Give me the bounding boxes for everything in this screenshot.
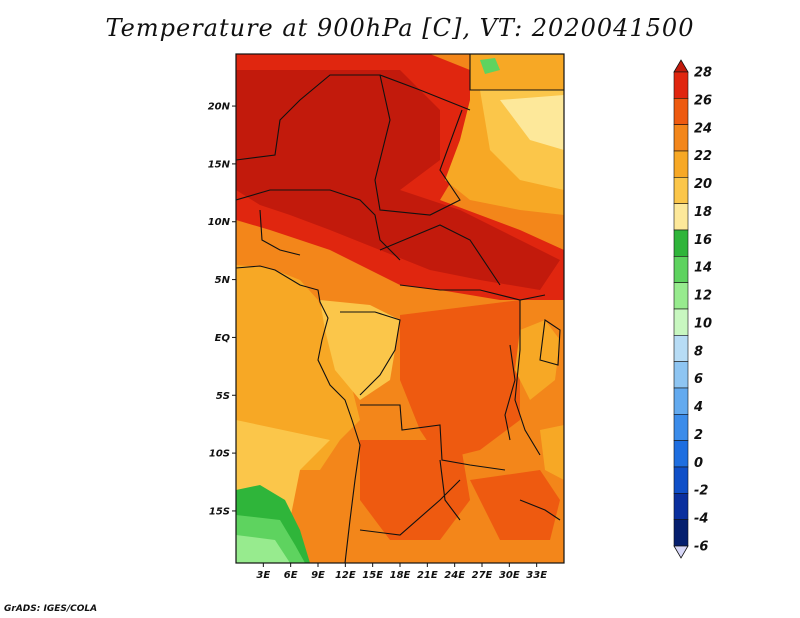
colorbar-box: [673, 335, 689, 362]
lon-tick-label: 18E: [390, 570, 411, 581]
colorbar-label: 14: [694, 261, 712, 276]
congo-border: [340, 311, 401, 396]
colorbar-box: [673, 256, 689, 283]
colorbar-label: -4: [694, 512, 708, 527]
field-lake-20c: [540, 425, 564, 480]
field-angola-24c: [360, 440, 470, 540]
namibia-border: [359, 479, 461, 536]
field-benguela-10c: [236, 535, 290, 563]
colorbar-box: [673, 493, 689, 520]
chart-title: Temperature at 900hPa [C], VT: 202004150…: [105, 14, 695, 42]
colorbar-box: [673, 229, 689, 257]
west-coastline: [236, 265, 361, 563]
colorbar-box: [673, 71, 689, 99]
lat-tick-label: EQ: [215, 333, 231, 344]
colorbar-label: 6: [694, 372, 703, 387]
lat-tick-label: 15S: [209, 506, 230, 517]
colorbar-bottom-arrow: [673, 545, 689, 559]
colorbar-label: 8: [694, 344, 703, 359]
colorbar-label: 26: [694, 93, 712, 108]
guinea-border: [259, 209, 301, 256]
colorbar-box: [673, 308, 689, 336]
colorbar-label: 4: [693, 400, 703, 415]
lon-tick-label: 33E: [526, 570, 547, 581]
angola-drc-border: [360, 404, 506, 471]
colorbar-box: [673, 177, 689, 204]
colorbar-box: [673, 387, 689, 415]
colorbar-box: [673, 466, 689, 494]
lat-tick-label: 15N: [208, 159, 231, 170]
lake-victoria-outline: [539, 319, 561, 366]
colorbar-label: 16: [694, 233, 712, 248]
car-border: [379, 224, 501, 286]
longitude-axis: 3E 6E 9E 12E 15E 18E 21E 24E 27E 30E 33E: [256, 563, 547, 581]
field-zambia-24c: [470, 470, 560, 540]
colorbar-box: [673, 361, 689, 389]
lat-tick-label: 5N: [215, 275, 231, 286]
sahel-border: [236, 189, 401, 261]
colorbar-box: [673, 124, 689, 152]
colorbar-label: 20: [694, 177, 712, 192]
field-hottest-28c: [236, 70, 560, 290]
lat-tick-label: 10N: [208, 217, 231, 228]
lon-tick-label: 15E: [362, 570, 383, 581]
colorbar-label: 2: [694, 428, 703, 443]
colorbar-label: 28: [694, 66, 712, 81]
lon-tick-label: 21E: [417, 570, 438, 581]
lat-tick-label: 5S: [216, 391, 230, 402]
field-ocean-20c: [236, 265, 360, 470]
lon-tick-label: 6E: [284, 570, 298, 581]
field-central-24c: [400, 300, 520, 460]
colorbar-label: 10: [694, 316, 712, 331]
lon-tick-label: 24E: [444, 570, 465, 581]
lon-tick-label: 27E: [472, 570, 493, 581]
colorbar-label: -6: [694, 540, 708, 555]
lat-tick-label: 10S: [209, 449, 230, 460]
lon-tick-label: 30E: [499, 570, 520, 581]
zambia-border: [439, 459, 461, 521]
lon-tick-label: 3E: [256, 570, 270, 581]
colorbar-label: 0: [694, 456, 703, 471]
colorbar-label: 18: [694, 205, 712, 220]
colorbar-label: 22: [694, 149, 712, 164]
colorbar-box: [673, 98, 689, 125]
zimbabwe-border: [519, 499, 561, 521]
colorbar-label: 12: [694, 289, 712, 304]
colorbar-top-arrow: [673, 59, 689, 73]
colorbar-box: [673, 440, 689, 468]
field-ne-spot-12c: [480, 58, 500, 74]
colorbar-label: -2: [694, 484, 708, 499]
grads-credit: GrADS: IGES/COLA: [4, 604, 98, 614]
borders: [236, 54, 564, 563]
colorbar-label: 24: [694, 121, 712, 136]
chad-niger-border: [374, 74, 463, 216]
field-ne-16c: [500, 95, 564, 150]
colorbar-box: [673, 203, 689, 231]
lake-tanganyika-outline: [504, 344, 516, 441]
temperature-field: [236, 54, 564, 563]
field-highlands-20c: [515, 320, 560, 400]
east-lakes-border: [514, 300, 541, 456]
colorbar-box: [673, 414, 689, 441]
colorbar-box: [673, 519, 689, 547]
lon-tick-label: 9E: [311, 570, 325, 581]
colorbar-box: [673, 282, 689, 310]
drc-north-border: [399, 284, 546, 301]
egypt-sudan-border: [469, 54, 564, 91]
colorbar-box: [673, 150, 689, 178]
sahara-border: [236, 74, 471, 161]
lon-tick-label: 12E: [335, 570, 356, 581]
lat-tick-label: 20N: [208, 102, 231, 113]
latitude-axis: 20N 15N 10N 5N EQ 5S 10S 15S: [208, 102, 236, 517]
